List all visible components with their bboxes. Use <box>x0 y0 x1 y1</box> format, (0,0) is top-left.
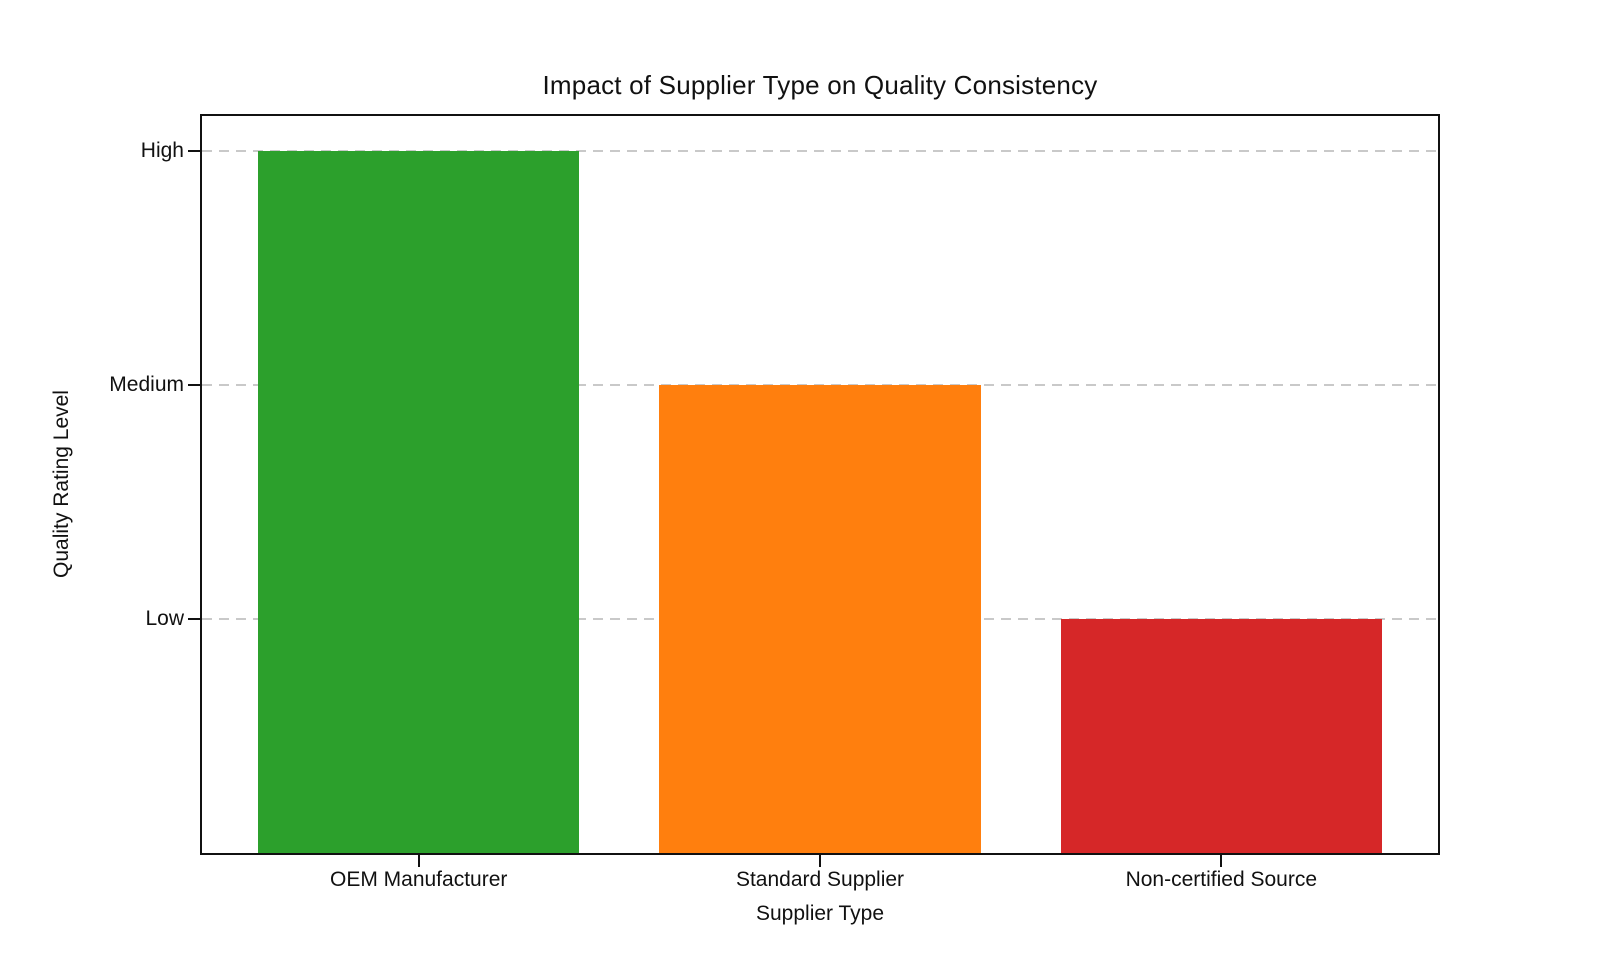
xtick-mark-standard-supplier <box>819 855 821 867</box>
chart-title: Impact of Supplier Type on Quality Consi… <box>542 70 1098 100</box>
bar-standard-supplier <box>659 385 981 853</box>
xtick-label-standard-supplier: Standard Supplier <box>735 868 905 891</box>
ytick-mark-low <box>188 618 200 621</box>
y-axis-label: Quality Rating Level <box>50 390 73 578</box>
bar-non-certified-source <box>1060 619 1382 853</box>
bar-oem-manufacturer <box>258 151 580 853</box>
ytick-mark-medium <box>188 384 200 387</box>
ytick-label-medium: Medium <box>109 373 184 397</box>
plot-area <box>200 114 1440 855</box>
ytick-label-low: Low <box>145 607 184 631</box>
gridline-high <box>202 150 1438 153</box>
ytick-mark-high <box>188 150 200 153</box>
xtick-mark-oem-manufacturer <box>417 855 420 867</box>
ytick-label-high: High <box>140 139 184 163</box>
xtick-mark-non-certified-source <box>1220 855 1223 867</box>
x-axis-label: Supplier Type <box>755 902 885 925</box>
xtick-label-non-certified-source: Non-certified Source <box>1125 868 1317 891</box>
gridline-medium <box>202 384 1438 387</box>
xtick-label-oem-manufacturer: OEM Manufacturer <box>329 868 508 891</box>
